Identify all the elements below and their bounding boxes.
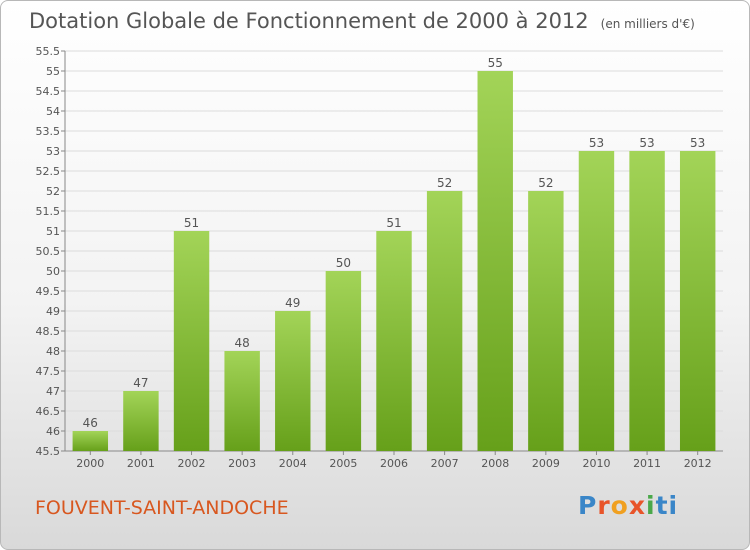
bar: [224, 351, 260, 451]
y-tick-label: 54.5: [36, 85, 61, 98]
y-tick-label: 49: [46, 305, 60, 318]
x-tick-label: 2002: [178, 457, 206, 470]
x-tick-label: 2004: [279, 457, 307, 470]
logo-letter: x: [628, 491, 646, 520]
bar: [325, 271, 362, 451]
y-tick-label: 55: [46, 65, 60, 78]
y-tick-label: 51: [46, 225, 60, 238]
y-tick-label: 50.5: [36, 245, 61, 258]
x-tick-label: 2009: [532, 457, 560, 470]
data-label: 53: [589, 136, 604, 150]
bar: [629, 151, 665, 451]
unit-label: (en milliers d'€): [600, 17, 695, 31]
y-tick-label: 46.5: [36, 405, 61, 418]
y-tick-label: 45.5: [36, 445, 61, 458]
x-tick-label: 2007: [431, 457, 459, 470]
chart-title-text: Dotation Globale de Fonctionnement de 20…: [29, 9, 589, 33]
proxiti-logo[interactable]: Proxiti: [578, 491, 678, 520]
y-tick-label: 48.5: [36, 325, 61, 338]
data-label: 49: [285, 296, 300, 310]
x-tick-label: 2008: [481, 457, 509, 470]
y-tick-label: 55.5: [36, 45, 61, 58]
data-label: 53: [690, 136, 705, 150]
logo-letter: r: [597, 491, 611, 520]
y-tick-label: 51.5: [36, 205, 61, 218]
y-tick-label: 46: [46, 425, 60, 438]
bars: [72, 71, 716, 451]
labels: 45.5 46 46.5 47 47.5 48 48.5 49 49.5 50 50.5 51 51.5…: [36, 45, 712, 470]
data-label: 46: [83, 416, 98, 430]
bar: [679, 151, 716, 451]
commune-name: FOUVENT-SAINT-ANDOCHE: [35, 497, 289, 519]
bar: [376, 231, 412, 451]
x-tick-label: 2001: [127, 457, 155, 470]
data-label: 50: [336, 256, 351, 270]
x-tick-label: 2000: [76, 457, 104, 470]
bar: [275, 311, 311, 451]
data-label: 51: [386, 216, 401, 230]
x-tick-label: 2012: [684, 457, 712, 470]
y-tick-label: 48: [46, 345, 60, 358]
y-tick-label: 47: [46, 385, 60, 398]
y-tick-label: 52.5: [36, 165, 61, 178]
y-tick-label: 52: [46, 185, 60, 198]
chart-title: Dotation Globale de Fonctionnement de 20…: [29, 9, 695, 33]
x-tick-label: 2011: [633, 457, 661, 470]
bar: [477, 71, 513, 451]
logo-letter: ti: [655, 491, 679, 520]
bar: [173, 231, 210, 451]
bar: [426, 191, 463, 451]
y-tick-label: 53.5: [36, 125, 61, 138]
bar: [578, 151, 615, 451]
y-tick-label: 47.5: [36, 365, 61, 378]
y-tick-label: 53: [46, 145, 60, 158]
x-tick-label: 2003: [228, 457, 256, 470]
data-label: 52: [538, 176, 553, 190]
data-label: 52: [437, 176, 452, 190]
y-tick-label: 54: [46, 105, 60, 118]
x-tick-label: 2006: [380, 457, 408, 470]
x-tick-label: 2005: [329, 457, 357, 470]
bar: [528, 191, 564, 451]
data-label: 47: [133, 376, 148, 390]
y-tick-label: 50: [46, 265, 60, 278]
y-tick-label: 49.5: [36, 285, 61, 298]
data-label: 51: [184, 216, 199, 230]
logo-letter: o: [610, 491, 629, 520]
logo-letter: i: [646, 491, 656, 520]
data-label: 48: [235, 336, 250, 350]
bar: [72, 431, 109, 451]
data-label: 55: [488, 56, 503, 70]
logo-letter: P: [578, 491, 598, 520]
bar: [123, 391, 159, 451]
x-tick-label: 2010: [582, 457, 610, 470]
data-label: 53: [639, 136, 654, 150]
